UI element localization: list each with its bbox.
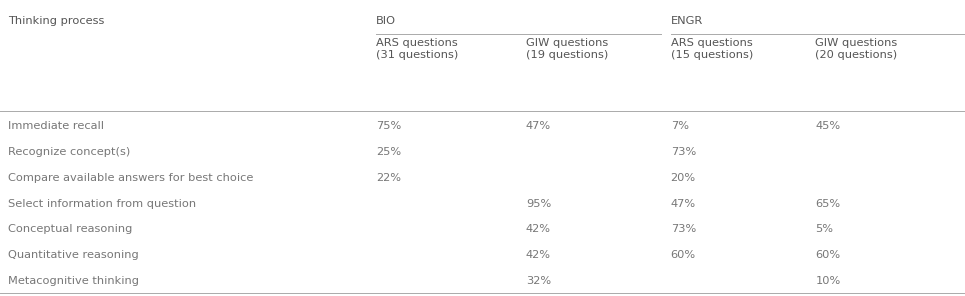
Text: 7%: 7% [671, 121, 689, 131]
Text: 20%: 20% [671, 173, 696, 183]
Text: 22%: 22% [376, 173, 401, 183]
Text: 95%: 95% [526, 199, 551, 209]
Text: ARS questions
(31 questions): ARS questions (31 questions) [376, 38, 458, 60]
Text: 65%: 65% [815, 199, 841, 209]
Text: 73%: 73% [671, 147, 696, 157]
Text: Quantitative reasoning: Quantitative reasoning [8, 250, 138, 260]
Text: Conceptual reasoning: Conceptual reasoning [8, 224, 132, 234]
Text: 42%: 42% [526, 250, 551, 260]
Text: ARS questions
(15 questions): ARS questions (15 questions) [671, 38, 753, 60]
Text: 5%: 5% [815, 224, 834, 234]
Text: 42%: 42% [526, 224, 551, 234]
Text: Select information from question: Select information from question [8, 199, 196, 209]
Text: 25%: 25% [376, 147, 401, 157]
Text: Recognize concept(s): Recognize concept(s) [8, 147, 130, 157]
Text: GIW questions
(20 questions): GIW questions (20 questions) [815, 38, 897, 60]
Text: 47%: 47% [671, 199, 696, 209]
Text: Compare available answers for best choice: Compare available answers for best choic… [8, 173, 253, 183]
Text: GIW questions
(19 questions): GIW questions (19 questions) [526, 38, 608, 60]
Text: 60%: 60% [815, 250, 841, 260]
Text: Thinking process: Thinking process [8, 16, 104, 26]
Text: 47%: 47% [526, 121, 551, 131]
Text: Immediate recall: Immediate recall [8, 121, 103, 131]
Text: 45%: 45% [815, 121, 841, 131]
Text: 10%: 10% [815, 276, 841, 286]
Text: 32%: 32% [526, 276, 551, 286]
Text: 73%: 73% [671, 224, 696, 234]
Text: Metacognitive thinking: Metacognitive thinking [8, 276, 139, 286]
Text: ENGR: ENGR [671, 16, 703, 26]
Text: 60%: 60% [671, 250, 696, 260]
Text: 75%: 75% [376, 121, 401, 131]
Text: BIO: BIO [376, 16, 397, 26]
